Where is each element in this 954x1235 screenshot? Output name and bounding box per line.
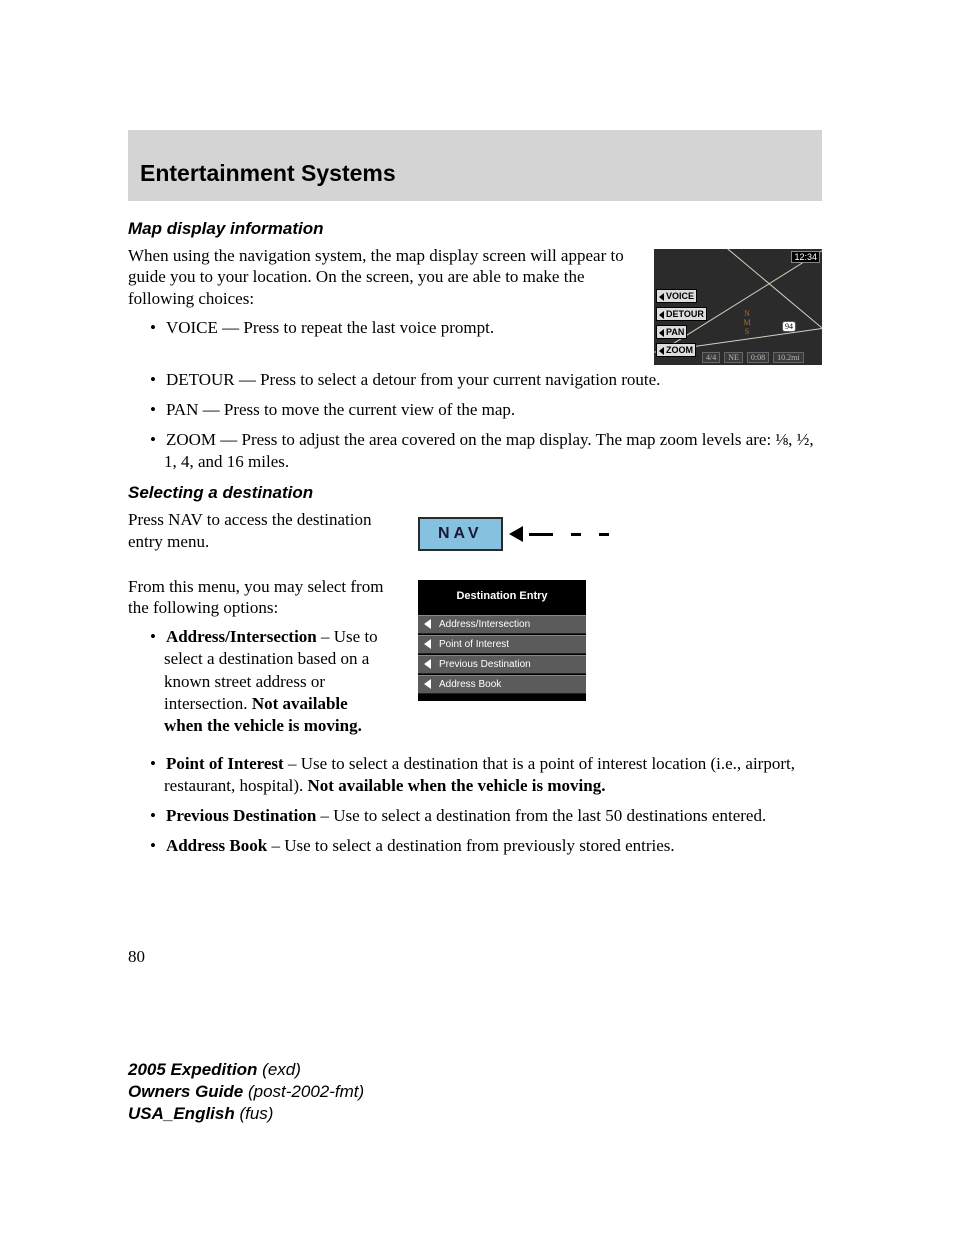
section1-intro: When using the navigation system, the ma… [128,245,636,309]
footer: 2005 Expedition (exd) Owners Guide (post… [128,1059,364,1125]
chapter-title: Entertainment Systems [140,160,396,186]
dest-entry-title: Destination Entry [418,580,586,614]
map-voice-button: VOICE [656,289,697,303]
section1-heading: Map display information [128,219,822,239]
bullet-address: Address/Intersection – Use to select a d… [150,626,388,736]
dest-row-book: Address Book [418,675,586,694]
bullet-zoom: ZOOM — Press to adjust the area covered … [150,429,822,473]
triangle-left-icon [424,619,431,629]
bullet-book: Address Book – Use to select a destinati… [150,835,822,857]
bullet-voice: VOICE — Press to repeat the last voice p… [150,317,636,339]
section2-intro: Press NAV to access the destination entr… [128,509,388,552]
nav-button: NAV [418,517,503,551]
nav-button-figure: NAV [418,517,609,551]
page-number: 80 [128,947,822,967]
map-display-figure: 12:34 VOICE DETOUR PAN ZOOM 94 N M S 4/4… [654,249,822,365]
dest-row-poi: Point of Interest [418,635,586,654]
destination-entry-figure: Destination Entry Address/Intersection P… [418,580,586,701]
map-compass-icon: N M S [740,309,754,333]
triangle-left-icon [424,679,431,689]
map-detour-button: DETOUR [656,307,707,321]
section2-intro2: From this menu, you may select from the … [128,576,388,619]
map-pan-button: PAN [656,325,687,339]
bullet-prev: Previous Destination – Use to select a d… [150,805,822,827]
chapter-header: Entertainment Systems [128,130,822,201]
map-status-bar: 4/4 NE 0:08 10.2mi [702,352,820,363]
bullet-pan: PAN — Press to move the current view of … [150,399,822,421]
triangle-left-icon [424,659,431,669]
dest-row-address: Address/Intersection [418,615,586,634]
dest-row-prev: Previous Destination [418,655,586,674]
bullet-poi: Point of Interest – Use to select a dest… [150,753,822,797]
map-time: 12:34 [791,251,820,263]
map-route-shield: 94 [782,321,796,332]
arrow-left-icon [509,526,523,542]
section2-heading: Selecting a destination [128,483,822,503]
bullet-detour: DETOUR — Press to select a detour from y… [150,369,822,391]
map-zoom-button: ZOOM [656,343,696,357]
triangle-left-icon [424,639,431,649]
